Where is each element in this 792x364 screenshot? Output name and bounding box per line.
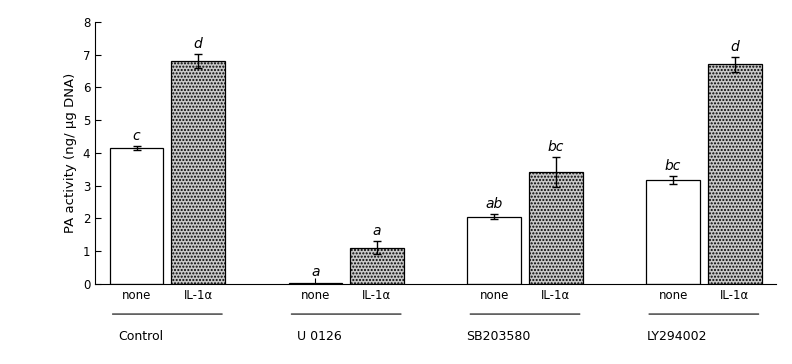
Bar: [529, 172, 583, 284]
Bar: [646, 180, 700, 284]
Bar: [350, 248, 404, 284]
Text: a: a: [373, 224, 381, 238]
Bar: [467, 217, 521, 284]
Text: LY294002: LY294002: [647, 330, 707, 343]
Bar: [288, 283, 342, 284]
Text: d: d: [194, 37, 203, 51]
Text: SB203580: SB203580: [466, 330, 531, 343]
Text: d: d: [730, 40, 739, 54]
Bar: [110, 148, 163, 284]
Bar: [708, 64, 761, 284]
Text: a: a: [311, 265, 320, 279]
Text: bc: bc: [547, 140, 564, 154]
Y-axis label: PA activity (ng/ μg DNA): PA activity (ng/ μg DNA): [64, 73, 77, 233]
Text: Control: Control: [118, 330, 163, 343]
Text: ab: ab: [485, 197, 503, 211]
Text: bc: bc: [664, 159, 681, 173]
Text: U 0126: U 0126: [297, 330, 341, 343]
Text: c: c: [133, 129, 140, 143]
Bar: [171, 61, 225, 284]
